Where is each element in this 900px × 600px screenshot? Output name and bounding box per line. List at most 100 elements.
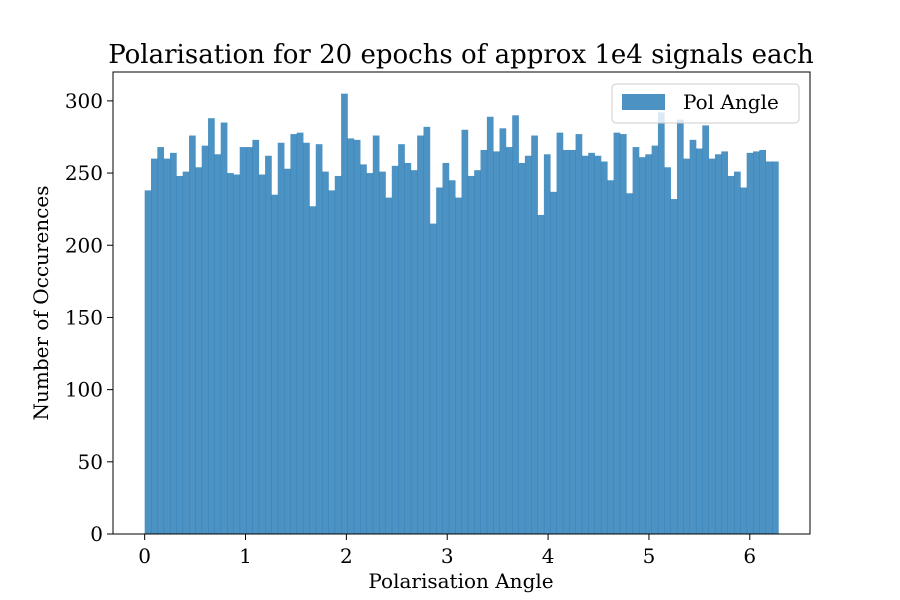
histogram-bar [480,149,488,534]
histogram-bar [695,148,703,534]
histogram-bar [753,151,760,534]
histogram-bar [296,132,304,534]
histogram-bar [189,135,196,534]
histogram-bar [404,162,412,534]
x-tick-label: 5 [643,544,656,568]
histogram-bar [157,147,165,534]
histogram-bar [144,190,152,534]
histogram-bar [575,134,583,534]
histogram-bar [201,145,209,534]
histogram-bar [239,147,247,534]
bars-group [144,93,779,535]
histogram-bar [556,132,564,534]
histogram-bar [733,171,741,534]
histogram-bar [676,119,684,534]
histogram-bar [683,158,690,535]
histogram-bar [613,132,621,534]
histogram-bar [379,171,386,534]
histogram-bar [328,190,336,534]
histogram-bar [689,139,697,535]
histogram-bar [645,154,652,535]
histogram-bar [442,162,450,534]
histogram-bar [772,161,779,534]
histogram-bar [163,158,171,535]
histogram-bar [619,134,627,534]
histogram-bar [290,134,298,534]
histogram-bar [385,197,393,535]
y-tick-label: 0 [90,522,103,546]
histogram-bar [531,135,538,534]
histogram-bar [303,142,310,535]
histogram-bar [588,152,595,534]
histogram-bar [746,152,754,534]
histogram-bar [220,122,228,534]
legend-box [611,83,800,124]
y-tick-label: 250 [65,161,103,185]
histogram-bar [594,155,602,535]
histogram-bar [246,147,253,534]
histogram-bar [600,161,608,534]
x-tick-label: 2 [340,544,353,568]
legend-label: Pol Angle [683,90,779,114]
histogram-bar [702,125,709,535]
histogram-bar [227,173,234,534]
histogram-bar [727,175,735,534]
histogram-bar [569,149,576,534]
histogram-bar [632,147,640,534]
x-axis-ticks: 0 1 2 3 4 5 6 [138,534,756,568]
histogram-bar [524,155,532,535]
histogram-bar [543,154,551,535]
histogram-bar [626,193,633,534]
histogram-bar [372,135,380,534]
histogram-bar [721,151,729,534]
histogram-bar [581,155,589,535]
x-tick-label: 1 [239,544,252,568]
histogram-bar [265,155,272,535]
histogram-bar [759,149,767,534]
y-tick-label: 100 [65,378,103,402]
histogram-bar [252,139,260,535]
histogram-bar [505,147,513,534]
x-tick-label: 3 [441,544,454,568]
histogram-bar [474,170,481,534]
x-tick-label: 4 [542,544,555,568]
histogram-bar [195,167,203,535]
histogram-bar [391,165,399,534]
histogram-bar [309,206,317,534]
chart-title: Polarisation for 20 epochs of approx 1e4… [108,40,814,70]
histogram-bar [499,128,507,534]
histogram-bar [334,175,342,534]
y-axis-label: Number of Occurences [29,186,53,421]
x-tick-label: 6 [743,544,756,568]
histogram-bar [708,158,716,535]
histogram-bar [315,144,323,534]
histogram-bar [176,175,184,534]
histogram-bar [423,126,431,535]
histogram-bar [486,116,494,534]
y-tick-label: 200 [65,233,103,257]
histogram-bar [562,149,570,534]
histogram-bar [353,139,361,535]
histogram-bar [664,167,671,535]
histogram-bar [714,154,722,535]
histogram-bar [537,214,545,534]
histogram-bar [638,157,646,534]
histogram-bar [360,164,367,534]
histogram-bar [398,144,405,534]
histogram-bar [607,180,614,534]
histogram-bar [258,174,266,534]
histogram-bar [455,197,462,535]
histogram-bar [651,145,659,534]
histogram-bar [322,171,329,534]
histogram-bar [417,135,424,534]
histogram-bar [512,115,519,534]
histogram-bar [341,93,348,534]
histogram-bar [284,168,291,535]
histogram-bar [448,180,456,534]
y-tick-label: 50 [78,450,103,474]
y-axis-ticks: 0 50 100 150 200 250 300 [65,89,113,546]
histogram-bar [765,161,773,534]
histogram-bar [670,199,678,535]
histogram-bar [208,118,215,534]
histogram-bar [151,158,158,535]
